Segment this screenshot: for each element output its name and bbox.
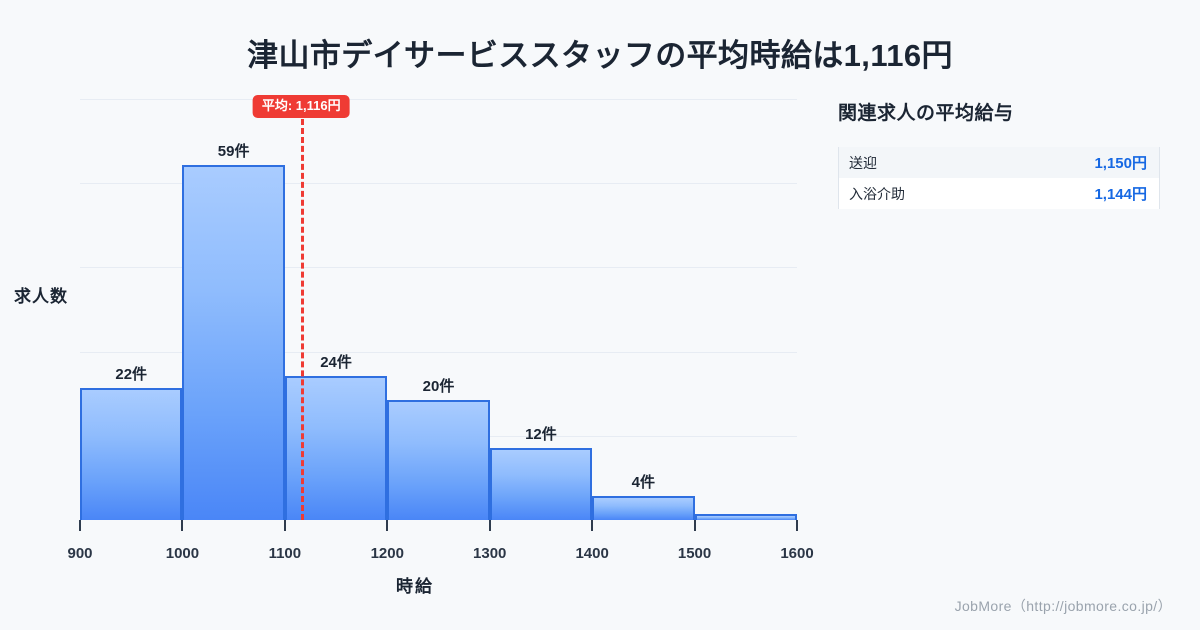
bar-value-label: 59件 [217,143,250,161]
table-row: 入浴介助 1,144円 [839,178,1159,209]
x-axis-tick [591,520,594,531]
histogram-bar [489,447,593,520]
plot-area: 22件 59件 24件 20件 12件 4件 900 1000 1100 1200 1300 1400… [67,95,814,562]
table-row: 送迎 1,150円 [839,147,1159,178]
bar-value-label: 24件 [320,353,352,371]
x-axis-title: 時給 [396,577,434,596]
histogram-bar [694,514,797,520]
gridline [80,351,797,353]
x-axis-tick-label: 1200 [370,545,404,562]
histogram-bar [592,495,695,520]
histogram-bar [284,375,388,520]
x-axis-tick-label: 1300 [473,545,507,562]
related-job-salary: 1,144円 [1094,186,1147,203]
histogram-bar [80,387,183,520]
x-axis-tick [796,520,798,531]
x-axis-tick [488,520,491,531]
histogram-bar [182,165,285,520]
x-axis-tick-label: 1500 [677,545,712,562]
x-axis-tick [386,520,389,531]
x-axis-tick-label: 1000 [165,545,200,562]
related-jobs-table: 送迎 1,150円入浴介助 1,144円 [838,147,1160,209]
x-axis-tick [181,520,184,531]
x-axis-tick [693,520,696,531]
x-axis-tick-label: 900 [67,545,93,562]
bar-value-label: 4件 [631,473,656,491]
mean-badge: 平均: 1,116円 [252,95,350,118]
x-axis-tick [283,520,286,531]
x-axis-tick-label: 1600 [780,545,814,562]
related-job-name: 送迎 [849,154,877,171]
gridline [80,99,797,100]
related-jobs-title: 関連求人の平均給与 [838,103,1014,124]
gridline [80,183,797,185]
bar-value-label: 12件 [525,425,557,443]
bar-value-label: 20件 [422,377,455,395]
related-job-salary: 1,150円 [1094,155,1147,172]
watermark: JobMore（http://jobmore.co.jp/） [954,598,1172,614]
page-title: 津山市デイサービススタッフの平均時給は1,116円 [247,38,953,73]
related-job-name: 入浴介助 [849,185,905,202]
x-axis-tick [79,520,81,531]
related-jobs-panel: 関連求人の平均給与 送迎 1,150円入浴介助 1,144円 [838,98,1168,209]
x-axis-tick-label: 1100 [268,545,302,562]
histogram-chart: 求人数 22件 59件 24件 20件 12件 4件 900 1000 1100 1200 1300… [0,90,830,596]
y-axis-title: 求人数 [14,287,68,306]
x-axis-tick-label: 1400 [575,545,609,562]
histogram-bar [387,399,490,520]
mean-line [301,119,305,520]
gridline [80,267,797,269]
bar-value-label: 22件 [115,365,148,383]
